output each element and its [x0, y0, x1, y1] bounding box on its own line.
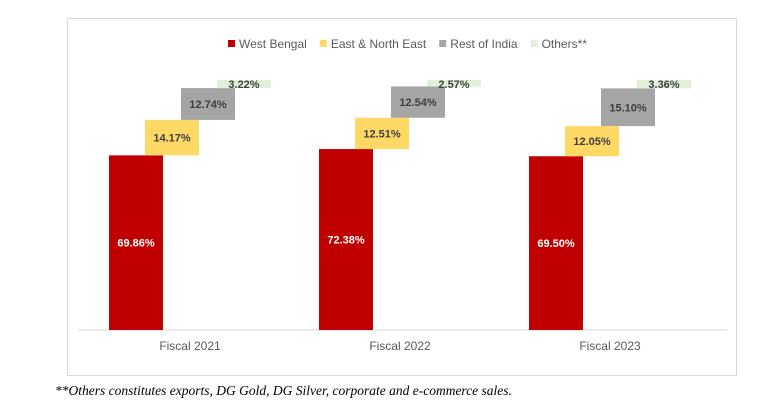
- data-label: 12.54%: [399, 97, 437, 109]
- bar-others--0: [217, 80, 271, 89]
- x-tick-label: Fiscal 2021: [159, 339, 221, 353]
- bar-rest-of-india-2: [601, 88, 655, 127]
- data-label: 12.51%: [363, 128, 401, 140]
- data-label: 3.36%: [648, 79, 679, 91]
- legend-swatch: [530, 40, 538, 47]
- bar-rest-of-india-1: [391, 86, 445, 118]
- bar-others--1: [427, 80, 481, 87]
- data-label: 12.05%: [573, 136, 611, 148]
- bar-west-bengal-2: [529, 156, 583, 330]
- legend-swatch: [228, 40, 235, 47]
- data-label: 12.74%: [189, 99, 227, 111]
- legend-swatch: [439, 40, 447, 47]
- bar-others--2: [637, 79, 691, 89]
- bar-east-north-east-2: [565, 126, 619, 157]
- bar-east-north-east-0: [145, 119, 199, 156]
- data-label: 3.22%: [228, 79, 259, 91]
- legend-entry: Rest of India: [450, 37, 518, 51]
- x-tick-label: Fiscal 2023: [579, 339, 641, 353]
- data-label: 2.57%: [438, 79, 469, 91]
- x-tick-label: Fiscal 2022: [369, 339, 431, 353]
- bar-west-bengal-1: [319, 149, 373, 330]
- data-label: 69.50%: [537, 238, 575, 250]
- legend-entry: West Bengal: [239, 37, 307, 51]
- data-label: 69.86%: [117, 238, 155, 250]
- legend-entry: East & North East: [331, 37, 427, 51]
- legend-swatch: [319, 40, 327, 47]
- data-label: 14.17%: [153, 133, 191, 145]
- data-label: 72.38%: [327, 235, 365, 247]
- chart: 69.86% 14.17% 12.74%3.22% Fiscal 2021 72.38%…: [78, 37, 727, 353]
- bar-west-bengal-0: [109, 155, 163, 330]
- bar-rest-of-india-0: [181, 88, 235, 120]
- legend-entry: Others**: [542, 37, 588, 51]
- chart-frame: [67, 18, 737, 376]
- chart-caption: **Others constitutes exports, DG Gold, D…: [55, 383, 512, 398]
- data-label: 15.10%: [609, 102, 647, 114]
- bar-east-north-east-1: [355, 117, 409, 150]
